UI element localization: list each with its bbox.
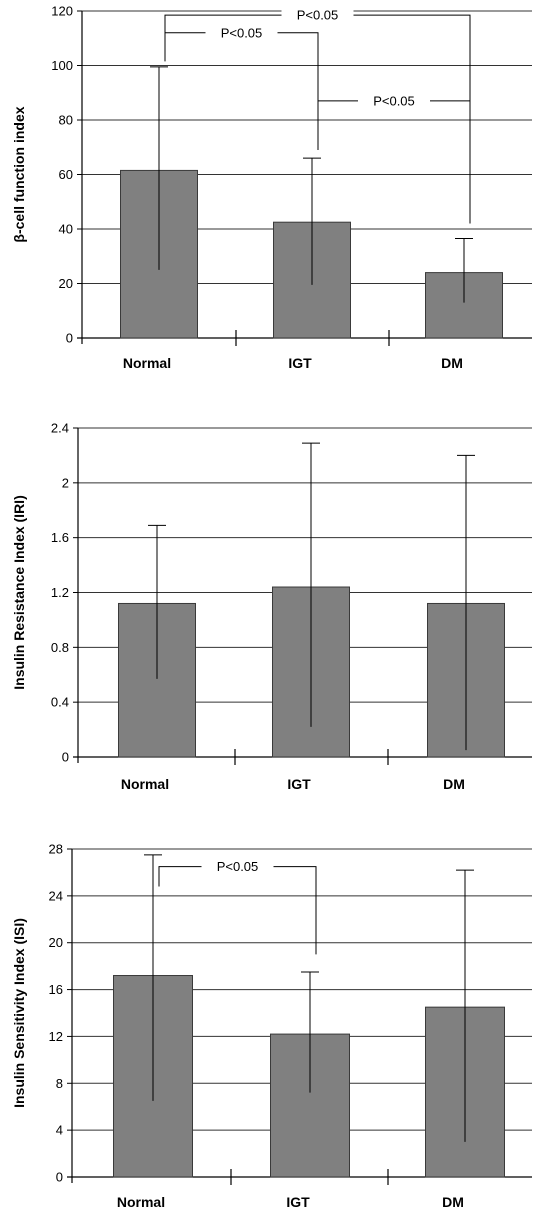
y-tick-label: 1.2: [51, 585, 69, 600]
significance-bracket: [317, 100, 471, 220]
y-tick-label: 40: [59, 222, 73, 237]
y-tick-label: 0: [56, 1170, 63, 1185]
significance-label: P<0.05: [297, 8, 339, 23]
y-tick-label: 60: [59, 167, 73, 182]
y-tick-label: 120: [51, 4, 73, 19]
y-tick-label: 100: [51, 58, 73, 73]
y-axis-label: Insulin Sensitivity Index (ISI): [11, 918, 27, 1108]
chart-3: 0 4 8 12 16 20 24 28 Normal IGT DM P<0.05 Insulin Se…: [11, 842, 532, 1210]
significance-label: P<0.05: [373, 93, 415, 108]
x-category-label: IGT: [287, 776, 311, 792]
bracket-label-background: [205, 23, 278, 42]
y-tick-label: 80: [59, 113, 73, 128]
y-tick-label: 0.8: [51, 640, 69, 655]
y-tick-label: 20: [49, 935, 63, 950]
bracket-label-background: [281, 6, 354, 25]
significance-bracket: [158, 866, 317, 955]
significance-label: P<0.05: [221, 25, 263, 40]
y-tick-label: 28: [49, 842, 63, 857]
y-tick-label: 0.4: [51, 695, 69, 710]
y-axis-label: β-cell function index: [11, 106, 27, 242]
significance-label: P<0.05: [217, 859, 259, 874]
significance-bracket: [164, 32, 319, 150]
bracket-label-background: [358, 91, 430, 110]
y-tick-label: 0: [62, 750, 69, 765]
x-category-label: DM: [443, 776, 465, 792]
y-tick-label: 8: [56, 1076, 63, 1091]
y-tick-label: 12: [49, 1029, 63, 1044]
y-tick-label: 24: [49, 888, 63, 903]
y-tick-label: 16: [49, 982, 63, 997]
y-axis-label: Insulin Resistance Index (IRI): [11, 495, 27, 690]
x-category-label: IGT: [288, 355, 312, 371]
y-tick-label: 2: [62, 475, 69, 490]
chart-2: 0 0.4 0.8 1.2 1.6 2 2.4 Normal IGT DM Insulin Resi…: [11, 421, 532, 792]
x-category-label: DM: [441, 355, 463, 371]
chart-1: 0 20 40 60 80 100 120 Normal IGT DM P<0.05 P<0.05 P<…: [11, 4, 532, 371]
y-tick-label: 4: [56, 1123, 63, 1138]
y-tick-label: 1.6: [51, 530, 69, 545]
bracket-label-background: [201, 857, 274, 876]
y-tick-label: 0: [66, 331, 73, 346]
x-category-label: Normal: [121, 776, 169, 792]
x-category-label: Normal: [117, 1194, 165, 1210]
x-category-label: DM: [442, 1194, 464, 1210]
y-tick-label: 2.4: [51, 421, 69, 436]
y-tick-label: 20: [59, 276, 73, 291]
x-category-label: IGT: [286, 1194, 310, 1210]
x-category-label: Normal: [123, 355, 171, 371]
